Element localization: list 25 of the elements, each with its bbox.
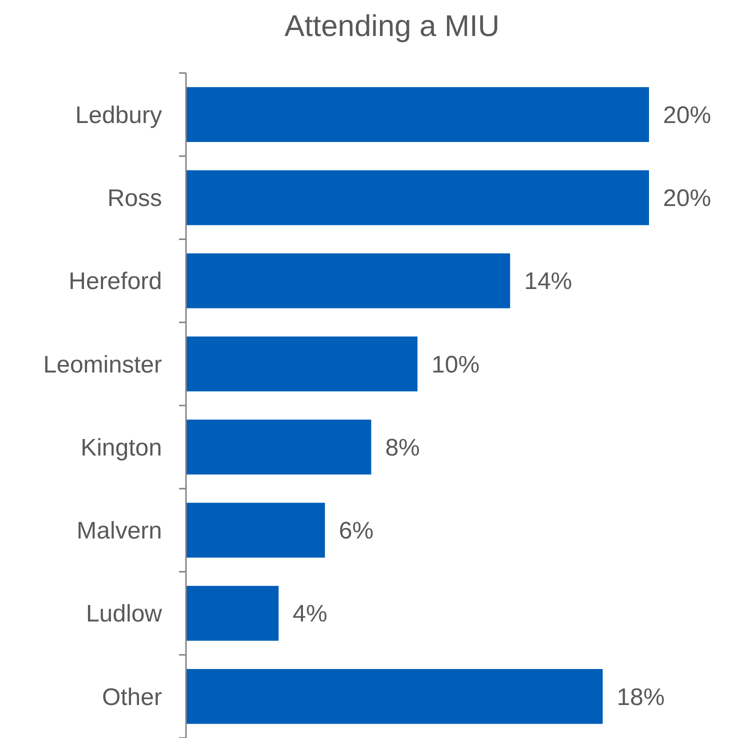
y-tick-label: Other — [102, 684, 162, 711]
bar — [186, 586, 279, 641]
bar — [186, 420, 372, 474]
y-tick-label: Ludlow — [86, 600, 163, 628]
bar — [186, 336, 418, 392]
y-tick-label: Malvern — [76, 518, 162, 545]
data-label: 8% — [385, 434, 420, 462]
y-tick-label: Leominster — [43, 351, 162, 378]
bar — [186, 170, 649, 226]
data-label: 6% — [338, 518, 374, 545]
data-label: 20% — [663, 185, 712, 212]
chart-title: Attending a MIU — [284, 10, 500, 43]
y-tick-label: Hereford — [68, 268, 162, 296]
data-label: 14% — [524, 268, 572, 296]
y-tick-label: Ledbury — [75, 102, 162, 129]
bar — [186, 669, 603, 724]
data-label: 4% — [292, 600, 328, 628]
y-tick-label: Kington — [80, 434, 162, 462]
data-label: 20% — [663, 102, 712, 129]
bar — [186, 253, 510, 308]
data-label: 10% — [432, 351, 480, 378]
bar — [186, 87, 649, 142]
data-label: 18% — [616, 684, 665, 711]
y-tick-label: Ross — [107, 185, 162, 212]
bar — [186, 502, 325, 558]
